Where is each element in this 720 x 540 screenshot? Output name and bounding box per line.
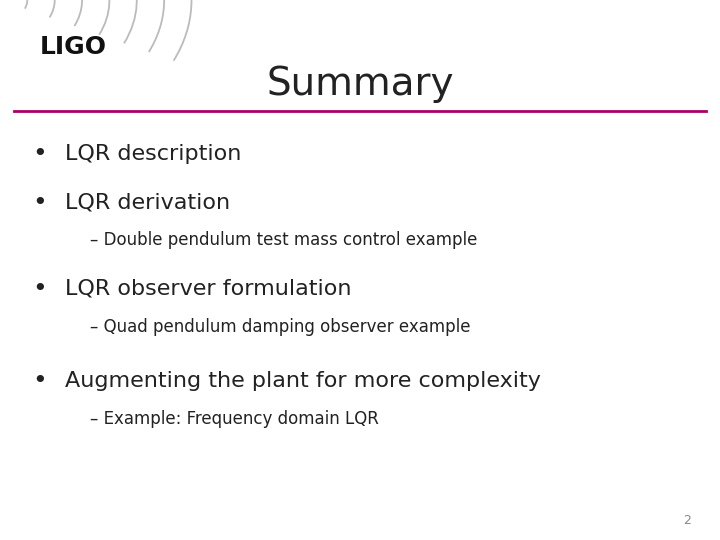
Text: LQR derivation: LQR derivation <box>65 192 230 213</box>
Text: LQR observer formulation: LQR observer formulation <box>65 279 351 299</box>
Text: – Double pendulum test mass control example: – Double pendulum test mass control exam… <box>90 231 477 249</box>
Text: •: • <box>32 369 47 393</box>
Text: LQR description: LQR description <box>65 144 241 164</box>
Text: •: • <box>32 191 47 214</box>
Text: – Example: Frequency domain LQR: – Example: Frequency domain LQR <box>90 409 379 428</box>
Text: •: • <box>32 277 47 301</box>
Text: LIGO: LIGO <box>40 35 107 59</box>
Text: Summary: Summary <box>266 65 454 103</box>
Text: Augmenting the plant for more complexity: Augmenting the plant for more complexity <box>65 370 541 391</box>
Text: 2: 2 <box>683 514 691 526</box>
Text: •: • <box>32 142 47 166</box>
Text: – Quad pendulum damping observer example: – Quad pendulum damping observer example <box>90 318 470 336</box>
